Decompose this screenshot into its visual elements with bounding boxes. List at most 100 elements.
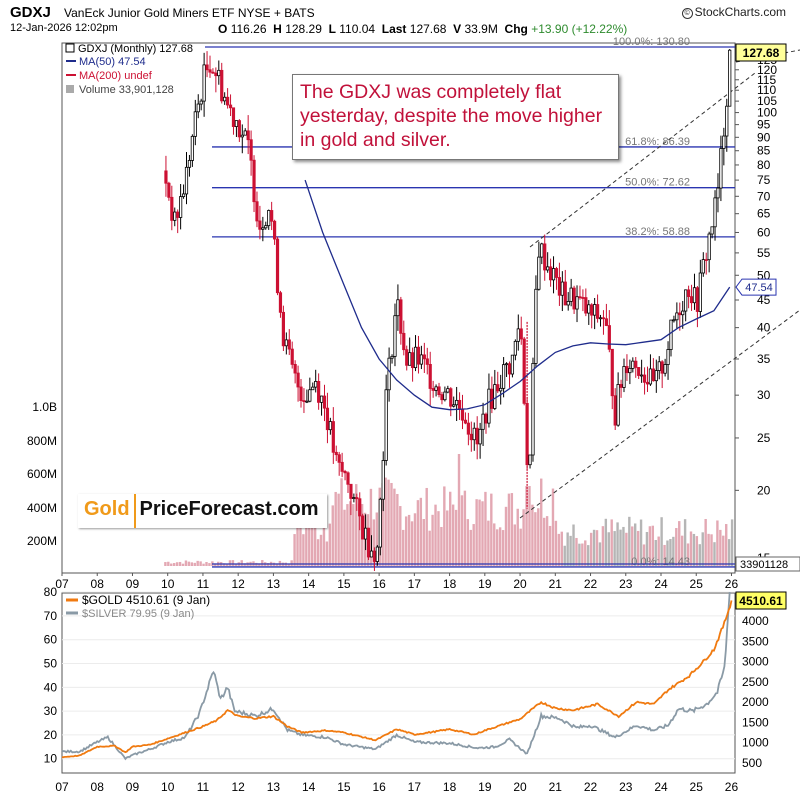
brand-label: © StockCharts.com bbox=[681, 5, 786, 19]
candle-body bbox=[590, 304, 594, 316]
fib-level-label: 100.0%: 130.80 bbox=[613, 36, 690, 48]
silver-axis-tick: 40 bbox=[44, 680, 58, 694]
candle-body bbox=[237, 120, 241, 138]
candle-body bbox=[322, 395, 327, 409]
x-tick-label: 20 bbox=[513, 577, 527, 591]
candle-body bbox=[537, 256, 541, 290]
price-tick-label: 120 bbox=[757, 63, 777, 77]
price-tick-label: 30 bbox=[757, 388, 771, 402]
candle-body bbox=[272, 220, 277, 240]
price-tick-label: 100 bbox=[757, 106, 777, 120]
volume-bar bbox=[381, 483, 384, 566]
volume-bar bbox=[669, 539, 672, 566]
price-tick-label: 95 bbox=[757, 118, 771, 132]
candle-body bbox=[228, 104, 233, 109]
candle-body bbox=[549, 266, 553, 281]
candle-body bbox=[569, 287, 573, 302]
volume-bar bbox=[495, 529, 499, 566]
candle-body bbox=[469, 433, 473, 441]
candle-body bbox=[619, 384, 623, 388]
gold-last-flag bbox=[735, 591, 787, 610]
volume-bar bbox=[454, 509, 458, 566]
candle-body bbox=[575, 296, 579, 310]
candle-body bbox=[719, 148, 723, 189]
candle-body bbox=[366, 527, 371, 558]
x-tick-label-lower: 08 bbox=[91, 780, 105, 794]
candle-body bbox=[728, 49, 732, 107]
volume-bar bbox=[325, 541, 329, 566]
candle-body bbox=[428, 363, 432, 389]
gold-last-label: 4510.61 bbox=[739, 594, 783, 608]
volume-bar bbox=[622, 526, 625, 566]
candle-body bbox=[378, 498, 382, 548]
volume-bar bbox=[595, 530, 599, 566]
price-tick-label: 60 bbox=[757, 225, 771, 239]
x-tick-label-lower: 10 bbox=[161, 780, 175, 794]
candle-body bbox=[193, 111, 197, 137]
volume-bar bbox=[513, 524, 517, 566]
candle-body bbox=[305, 400, 309, 403]
volume-bar bbox=[563, 545, 566, 566]
volume-bar bbox=[710, 534, 713, 566]
silver-axis-tick: 50 bbox=[44, 657, 58, 671]
volume-bar bbox=[275, 563, 279, 566]
gold-axis-tick: 2500 bbox=[742, 675, 769, 689]
volume-bar bbox=[416, 500, 420, 566]
volume-bar bbox=[193, 562, 196, 566]
candle-body bbox=[472, 427, 476, 441]
price-tick-label: 35 bbox=[757, 352, 771, 366]
x-tick-label: 18 bbox=[443, 577, 457, 591]
volume-bar bbox=[287, 563, 290, 566]
candle-body bbox=[170, 196, 174, 221]
candle-body bbox=[502, 364, 506, 389]
last-price-label: 127.68 bbox=[743, 46, 780, 60]
volume-bar bbox=[578, 543, 581, 566]
candle-body bbox=[463, 419, 468, 424]
volume-bar bbox=[672, 536, 675, 566]
volume-bar bbox=[651, 525, 655, 566]
candle-body bbox=[657, 361, 661, 371]
volume-bar bbox=[631, 526, 634, 566]
volume-bar bbox=[730, 519, 734, 566]
candle-body bbox=[328, 421, 332, 431]
volume-bar bbox=[319, 534, 323, 566]
ticker-symbol: GDXJ bbox=[10, 4, 51, 21]
candle-body bbox=[613, 395, 617, 426]
legend-price: GDXJ (Monthly) 127.68 bbox=[78, 43, 193, 55]
volume-bar bbox=[683, 519, 687, 566]
candle-body bbox=[308, 389, 312, 402]
volume-bar bbox=[187, 561, 191, 566]
x-tick-label-lower: 07 bbox=[55, 780, 69, 794]
candle-body bbox=[352, 497, 356, 499]
candle-body bbox=[220, 69, 224, 102]
legend-price-swatch bbox=[65, 43, 75, 53]
price-tick-label: 70 bbox=[757, 189, 771, 203]
volume-bar bbox=[340, 478, 343, 566]
volume-bar bbox=[557, 533, 561, 566]
volume-bar bbox=[581, 543, 584, 566]
candle-body bbox=[531, 363, 535, 456]
candle-body bbox=[490, 388, 494, 409]
candle-body bbox=[249, 139, 253, 161]
volume-bar bbox=[607, 532, 610, 566]
annotation-callout: The GDXJ was completely flat yesterday, … bbox=[292, 74, 619, 160]
volume-bar bbox=[587, 545, 590, 566]
volume-tick-label: 1.0B bbox=[32, 400, 57, 414]
legend-silver: $SILVER 79.95 (9 Jan) bbox=[82, 608, 194, 620]
candle-body bbox=[196, 103, 200, 113]
volume-bar bbox=[716, 520, 719, 566]
high-label: H bbox=[273, 22, 282, 36]
candle-body bbox=[413, 346, 418, 369]
candle-body bbox=[223, 96, 227, 102]
volume-bar bbox=[540, 478, 543, 566]
volume-flag bbox=[735, 556, 800, 572]
price-tick-label: 85 bbox=[757, 144, 771, 158]
x-tick-label: 19 bbox=[478, 577, 492, 591]
volume-bar bbox=[431, 514, 434, 566]
volume-bar bbox=[719, 529, 722, 566]
gold-axis-tick: 500 bbox=[742, 756, 762, 770]
volume-bar bbox=[692, 533, 696, 566]
candle-body bbox=[325, 407, 330, 431]
volume-bar bbox=[481, 501, 484, 566]
candle-body bbox=[205, 64, 209, 71]
